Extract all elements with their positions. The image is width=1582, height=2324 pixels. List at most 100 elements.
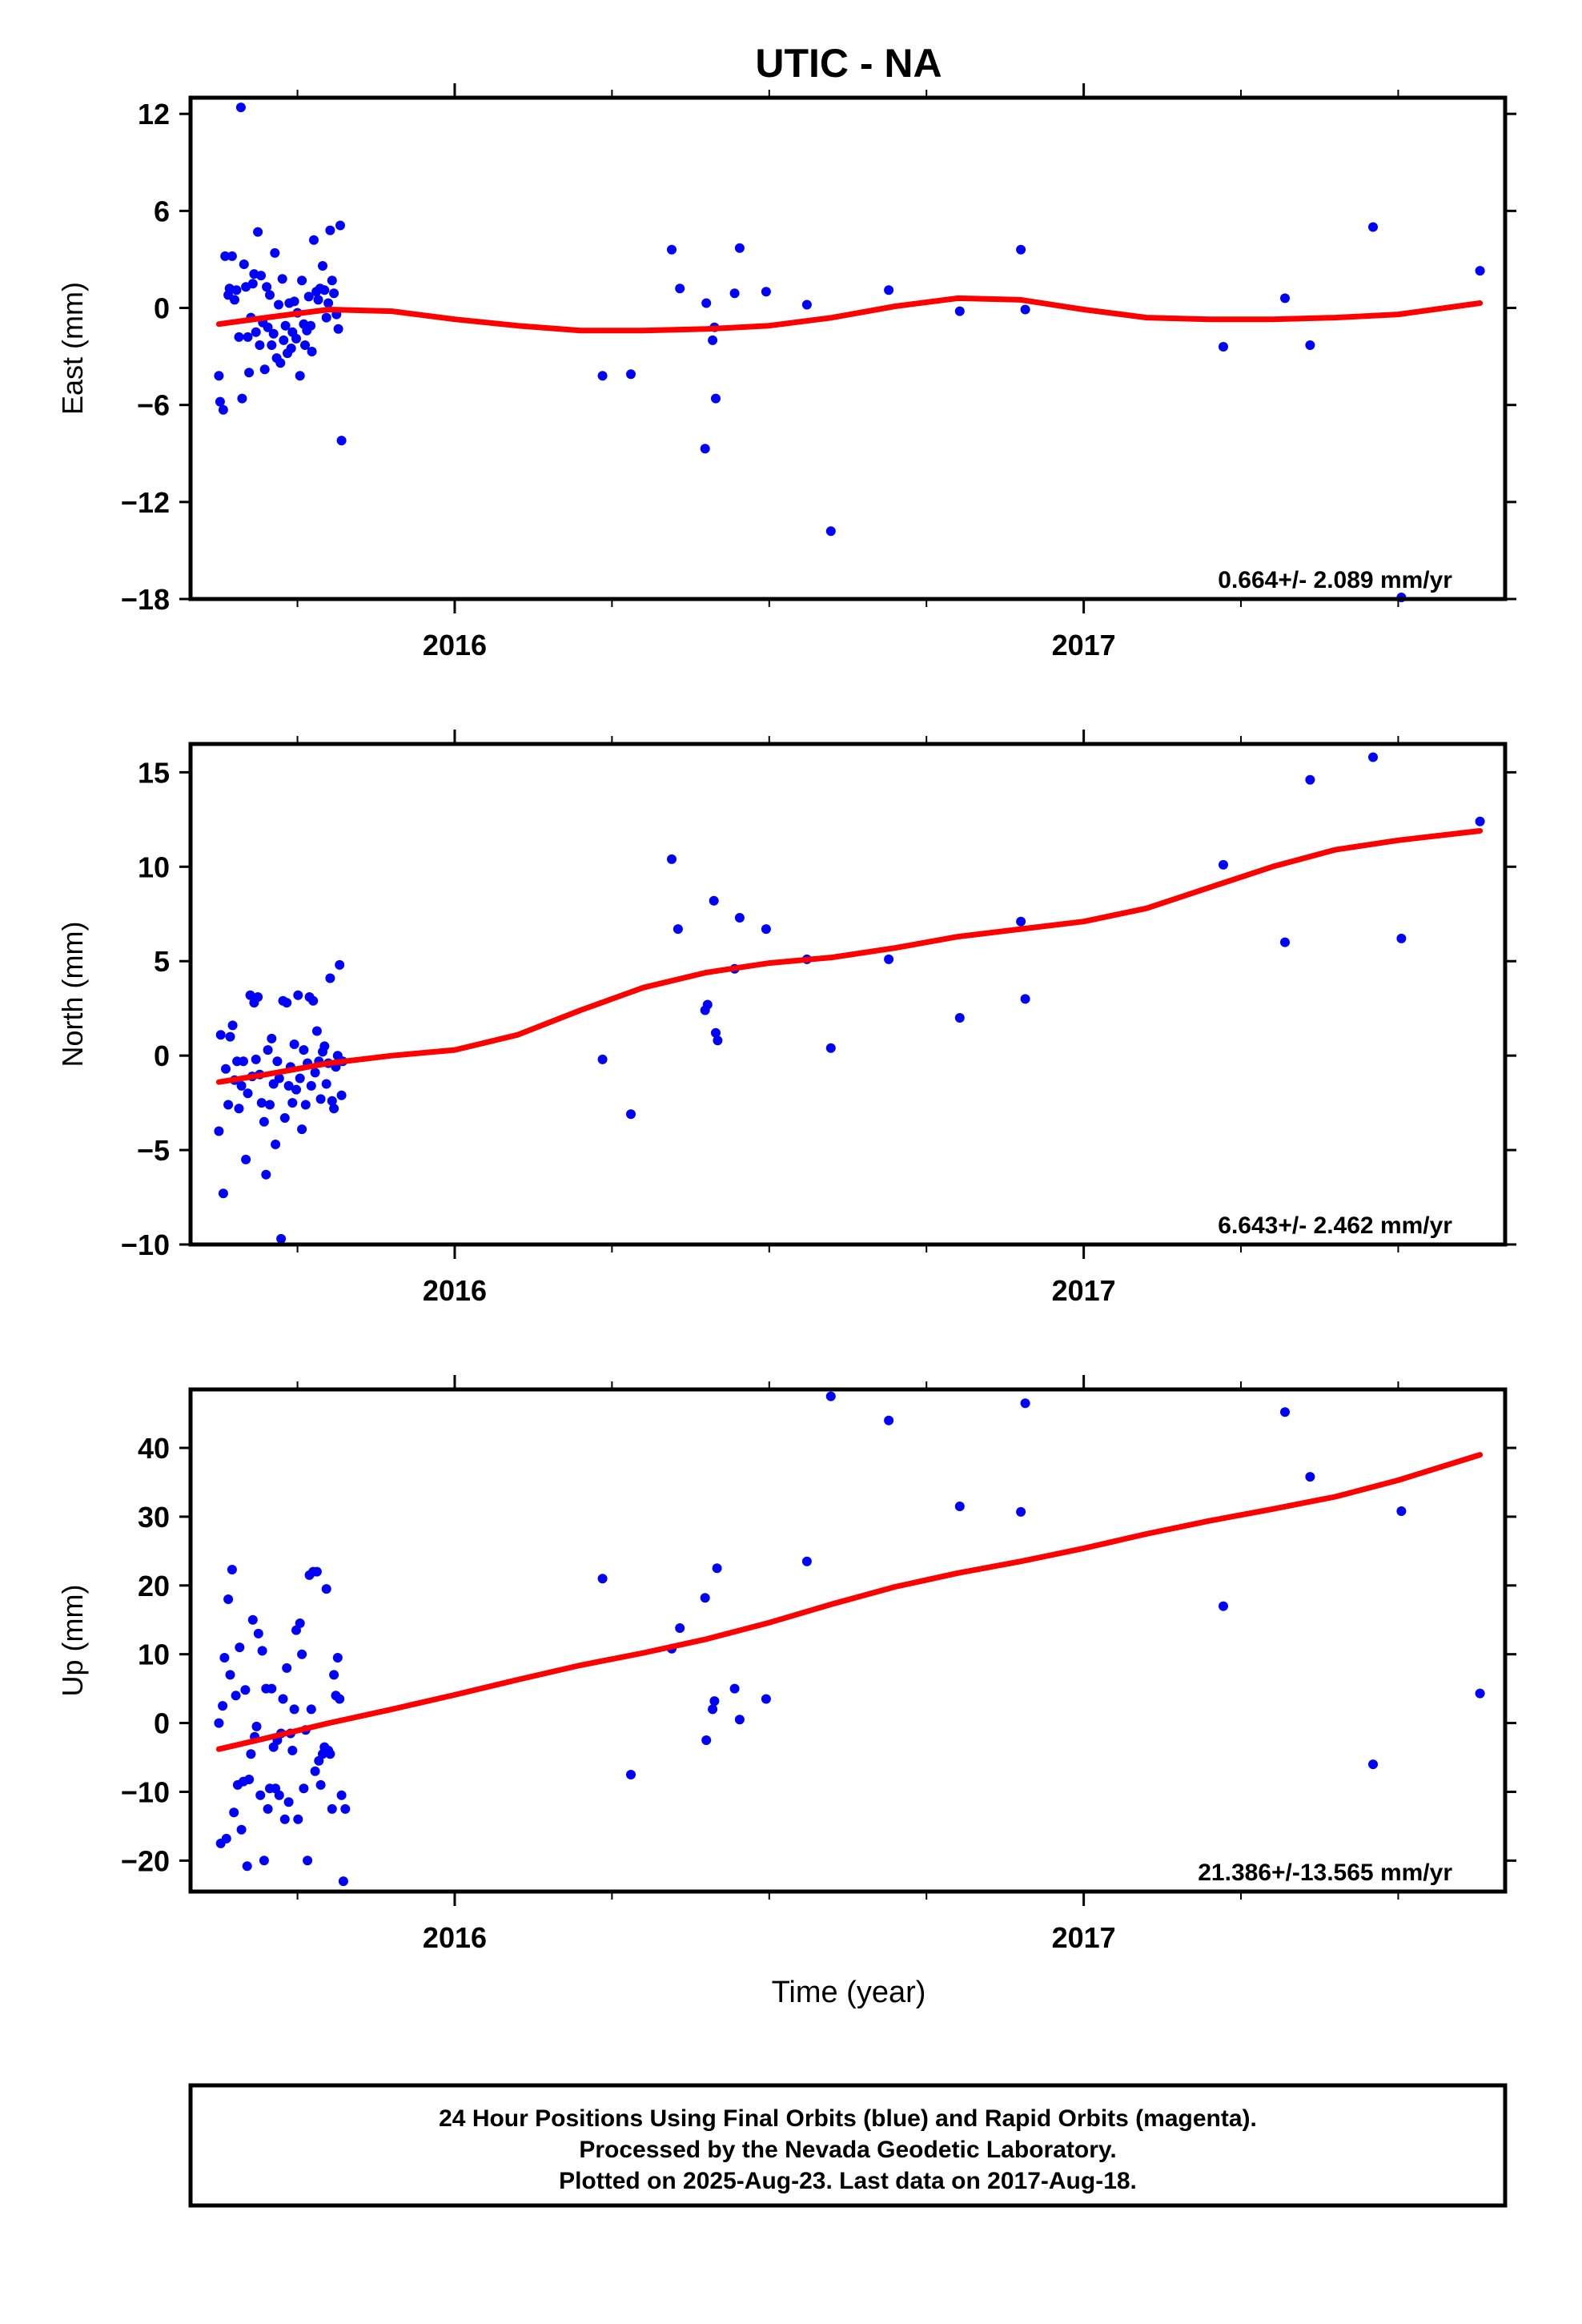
north-data-point	[291, 1084, 301, 1095]
north-data-point	[227, 1020, 238, 1031]
north-data-point	[709, 895, 719, 906]
east-plot-frame	[188, 95, 1508, 601]
up-data-point	[1396, 1506, 1407, 1516]
north-data-point	[287, 1098, 298, 1108]
east-ytick-label: 0	[154, 292, 170, 325]
north-data-point	[283, 1080, 294, 1091]
up-data-point	[1368, 1759, 1378, 1770]
north-data-point	[279, 1113, 290, 1123]
east-data-point	[336, 436, 347, 446]
north-ytick-label: −10	[121, 1228, 170, 1261]
up-data-point	[675, 1623, 685, 1633]
up-data-point	[297, 1649, 307, 1659]
north-data-point	[825, 1043, 836, 1053]
up-data-point	[246, 1749, 256, 1759]
east-data-point	[734, 243, 745, 253]
north-ytick-label: 5	[154, 945, 170, 978]
up-data-point	[825, 1391, 836, 1401]
north-data-point	[243, 1088, 253, 1099]
east-data-point	[626, 369, 636, 380]
up-rate-label: 21.386+/-13.565 mm/yr	[1198, 1860, 1452, 1886]
north-data-point	[256, 1098, 267, 1108]
north-data-point	[263, 1045, 273, 1055]
east-data-point	[274, 300, 283, 310]
up-data-point	[240, 1685, 251, 1695]
east-data-point	[954, 306, 965, 316]
east-data-point	[309, 235, 319, 245]
north-data-point	[236, 1080, 247, 1091]
north-data-point	[297, 1124, 307, 1135]
east-data-point	[267, 340, 277, 350]
up-data-point	[321, 1584, 331, 1594]
up-data-point	[315, 1779, 326, 1790]
up-data-point	[884, 1415, 894, 1425]
up-data-point	[701, 1735, 712, 1745]
east-data-point	[307, 347, 317, 356]
east-data-point	[306, 320, 316, 331]
north-data-point	[1219, 859, 1228, 870]
north-data-point	[597, 1054, 608, 1064]
east-xtick-label: 2017	[1052, 629, 1116, 661]
up-data-point	[278, 1694, 288, 1704]
east-ylabel: East (mm)	[56, 282, 89, 415]
up-ytick-label: 40	[138, 1432, 170, 1465]
north-data-point	[329, 1104, 339, 1114]
east-data-point	[265, 290, 275, 300]
east-data-point	[333, 324, 343, 334]
east-data-point	[335, 220, 345, 231]
east-data-point	[279, 335, 289, 345]
north-data-point	[295, 1073, 305, 1084]
east-ytick-label: 12	[138, 98, 170, 131]
east-data-point	[1368, 222, 1378, 232]
north-data-point	[293, 990, 303, 1000]
east-data-point	[230, 295, 239, 305]
east-data-point	[243, 332, 253, 342]
east-data-point	[729, 288, 740, 299]
east-ytick-label: −18	[121, 583, 170, 616]
east-data-point	[268, 328, 279, 339]
east-data-point	[700, 444, 710, 454]
north-data-point	[734, 913, 745, 923]
north-data-point	[221, 1063, 231, 1074]
east-data-point	[323, 298, 334, 308]
north-data-point	[223, 1100, 234, 1110]
north-data-point	[282, 998, 292, 1008]
north-data-point	[673, 924, 683, 935]
up-data-point	[293, 1814, 303, 1824]
north-fit-line	[215, 828, 1484, 1085]
up-ytick-label: −10	[121, 1775, 170, 1808]
east-points	[214, 103, 1485, 602]
east-data-point	[255, 340, 265, 350]
north-data-point	[1305, 774, 1315, 785]
up-data-point	[289, 1704, 299, 1715]
up-panel: 40 30 20 10 0 −10 −20 2016 2017 Up (mm) 21.386+/-1…	[56, 1375, 1516, 1954]
east-data-point	[825, 526, 836, 537]
north-data-point	[1020, 994, 1030, 1004]
north-data-point	[954, 1013, 965, 1023]
north-data-point	[276, 1233, 287, 1244]
up-ytick-label: 20	[138, 1570, 170, 1602]
up-data-point	[282, 1663, 292, 1673]
up-data-point	[310, 1766, 320, 1776]
up-data-point	[279, 1814, 290, 1824]
east-data-point	[215, 396, 225, 407]
east-data-point	[1016, 244, 1026, 255]
east-data-point	[319, 285, 330, 296]
north-data-point	[234, 1104, 244, 1114]
up-data-point	[255, 1790, 266, 1800]
up-data-point	[253, 1628, 263, 1638]
north-data-point	[300, 1100, 311, 1110]
east-data-point	[329, 288, 339, 299]
up-data-point	[236, 1824, 247, 1835]
north-points	[214, 752, 1485, 1244]
up-data-point	[263, 1803, 273, 1814]
north-data-point	[245, 990, 255, 1000]
east-data-point	[1475, 266, 1485, 276]
east-ytick-label: −12	[121, 486, 170, 519]
up-ytick-label: 0	[154, 1707, 170, 1740]
up-data-point	[247, 1614, 258, 1625]
up-data-point	[1280, 1407, 1290, 1417]
north-data-point	[667, 854, 677, 864]
east-data-point	[263, 322, 273, 332]
north-data-point	[702, 999, 713, 1010]
